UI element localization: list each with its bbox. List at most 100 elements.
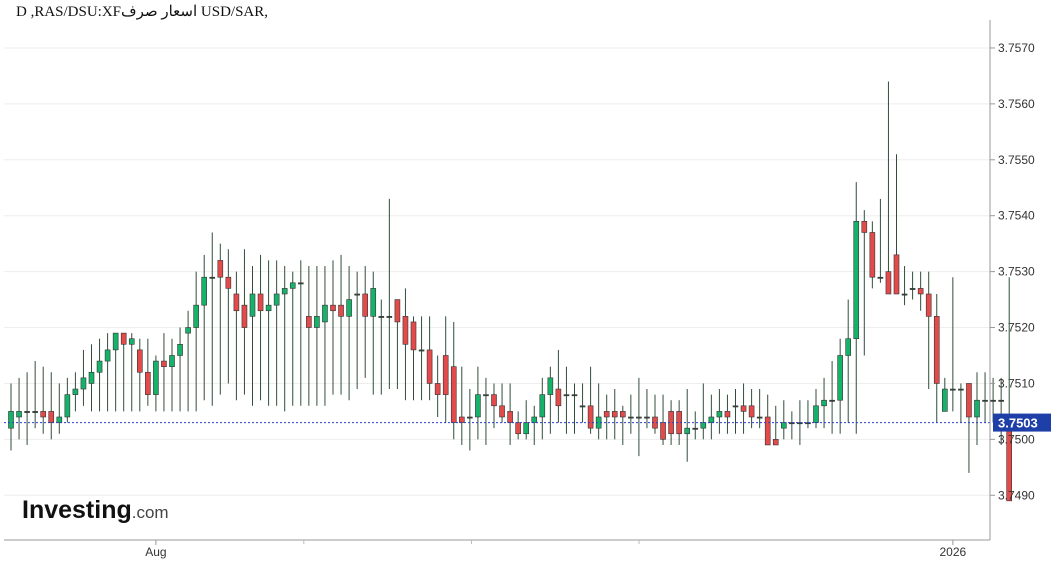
candle-67 (547, 366, 554, 434)
candle-body-8 (72, 388, 79, 395)
candle-body-28 (233, 293, 240, 312)
candle-body-91 (740, 405, 747, 412)
candle-body-26 (217, 260, 224, 278)
candle-body-121 (982, 399, 988, 402)
candle-body-49 (402, 316, 409, 345)
candle-117 (950, 277, 956, 412)
candle-body-46 (378, 316, 385, 318)
candle-16 (137, 338, 143, 412)
candle-body-97 (789, 422, 795, 425)
candle-body-14 (120, 332, 127, 345)
candle-107 (869, 221, 876, 289)
candle-body-115 (933, 316, 940, 384)
candle-102 (829, 361, 835, 434)
candle-77 (628, 394, 634, 434)
candle-body-88 (716, 411, 723, 418)
x-tick-label-0: Aug (145, 545, 166, 559)
candle-body-92 (748, 405, 755, 418)
candle-body-113 (917, 288, 924, 295)
candle-body-84 (684, 427, 691, 435)
candle-60 (491, 383, 497, 429)
candle-body-89 (724, 411, 731, 418)
candle-41 (338, 254, 344, 395)
candle-21 (177, 327, 183, 412)
candle-body-21 (177, 344, 183, 356)
candle-body-69 (563, 394, 570, 397)
candle-body-43 (354, 293, 360, 296)
candle-body-5 (48, 411, 55, 423)
candle-93 (756, 389, 763, 429)
candle-body-108 (877, 276, 884, 279)
candle-75 (611, 389, 618, 440)
candle-123 (998, 377, 1004, 445)
candle-20 (169, 338, 175, 412)
candle-105 (853, 182, 860, 434)
candle-body-81 (660, 422, 666, 440)
chart-title: D ,RAS/DSU:XFاسعار صرف USD/SAR, (16, 4, 268, 20)
grid-lines (4, 47, 990, 496)
last-price-tag: 3.7503 (993, 413, 1051, 432)
candle-26 (217, 243, 224, 395)
candle-body-9 (80, 377, 87, 390)
candle-39 (322, 266, 328, 406)
logo-main-text: Investing (22, 496, 132, 524)
candle-body-123 (998, 399, 1004, 402)
candle-body-98 (797, 422, 803, 425)
candle-body-87 (708, 416, 715, 423)
candle-92 (748, 389, 755, 429)
candle-34 (281, 266, 288, 412)
candle-84 (684, 389, 691, 462)
candle-48 (394, 299, 401, 390)
candle-body-119 (966, 383, 972, 418)
y-tick-label-0: 3.7490 (998, 488, 1035, 502)
y-tick-label-3: 3.7520 (998, 321, 1035, 335)
candle-body-101 (821, 399, 827, 407)
candle-body-54 (442, 355, 449, 395)
candle-91 (740, 383, 747, 434)
candle-25 (209, 232, 216, 406)
candle-body-10 (88, 371, 95, 384)
candle-body-122 (990, 399, 996, 402)
candle-115 (933, 293, 940, 423)
candle-19 (161, 333, 167, 412)
candle-body-42 (346, 299, 352, 317)
candle-18 (153, 355, 159, 412)
candle-body-11 (96, 360, 103, 373)
candle-body-71 (579, 405, 586, 408)
candle-114 (925, 271, 932, 390)
candle-body-63 (515, 422, 521, 435)
candle-9 (80, 349, 87, 406)
candle-44 (362, 266, 369, 378)
candle-95 (772, 405, 779, 446)
candle-body-79 (644, 416, 650, 419)
logo-sub-text: .com (132, 503, 169, 522)
candle-body-4 (40, 411, 47, 418)
candle-body-7 (64, 394, 71, 418)
candle-body-77 (628, 416, 634, 419)
candle-3 (32, 361, 38, 429)
candle-body-45 (370, 288, 377, 317)
candle-body-96 (780, 422, 787, 429)
candle-body-107 (869, 232, 876, 278)
candle-32 (265, 260, 272, 406)
y-tick-label-6: 3.7550 (998, 153, 1035, 167)
candle-body-86 (700, 422, 707, 429)
candle-body-51 (418, 349, 425, 352)
candle-43 (354, 271, 360, 390)
candle-15 (128, 333, 135, 412)
candle-body-100 (813, 405, 819, 423)
candle-body-37 (306, 316, 312, 328)
candle-body-106 (861, 220, 868, 233)
candle-64 (523, 400, 530, 440)
candle-31 (257, 254, 264, 401)
candle-46 (378, 299, 385, 395)
candle-body-31 (257, 293, 264, 312)
candle-59 (483, 377, 489, 445)
candle-33 (273, 260, 280, 406)
candle-71 (579, 383, 586, 423)
candle-96 (780, 400, 787, 440)
candle-68 (555, 349, 562, 423)
candle-body-6 (56, 416, 63, 423)
y-tick-label-7: 3.7560 (998, 97, 1035, 111)
candle-66 (539, 377, 546, 440)
